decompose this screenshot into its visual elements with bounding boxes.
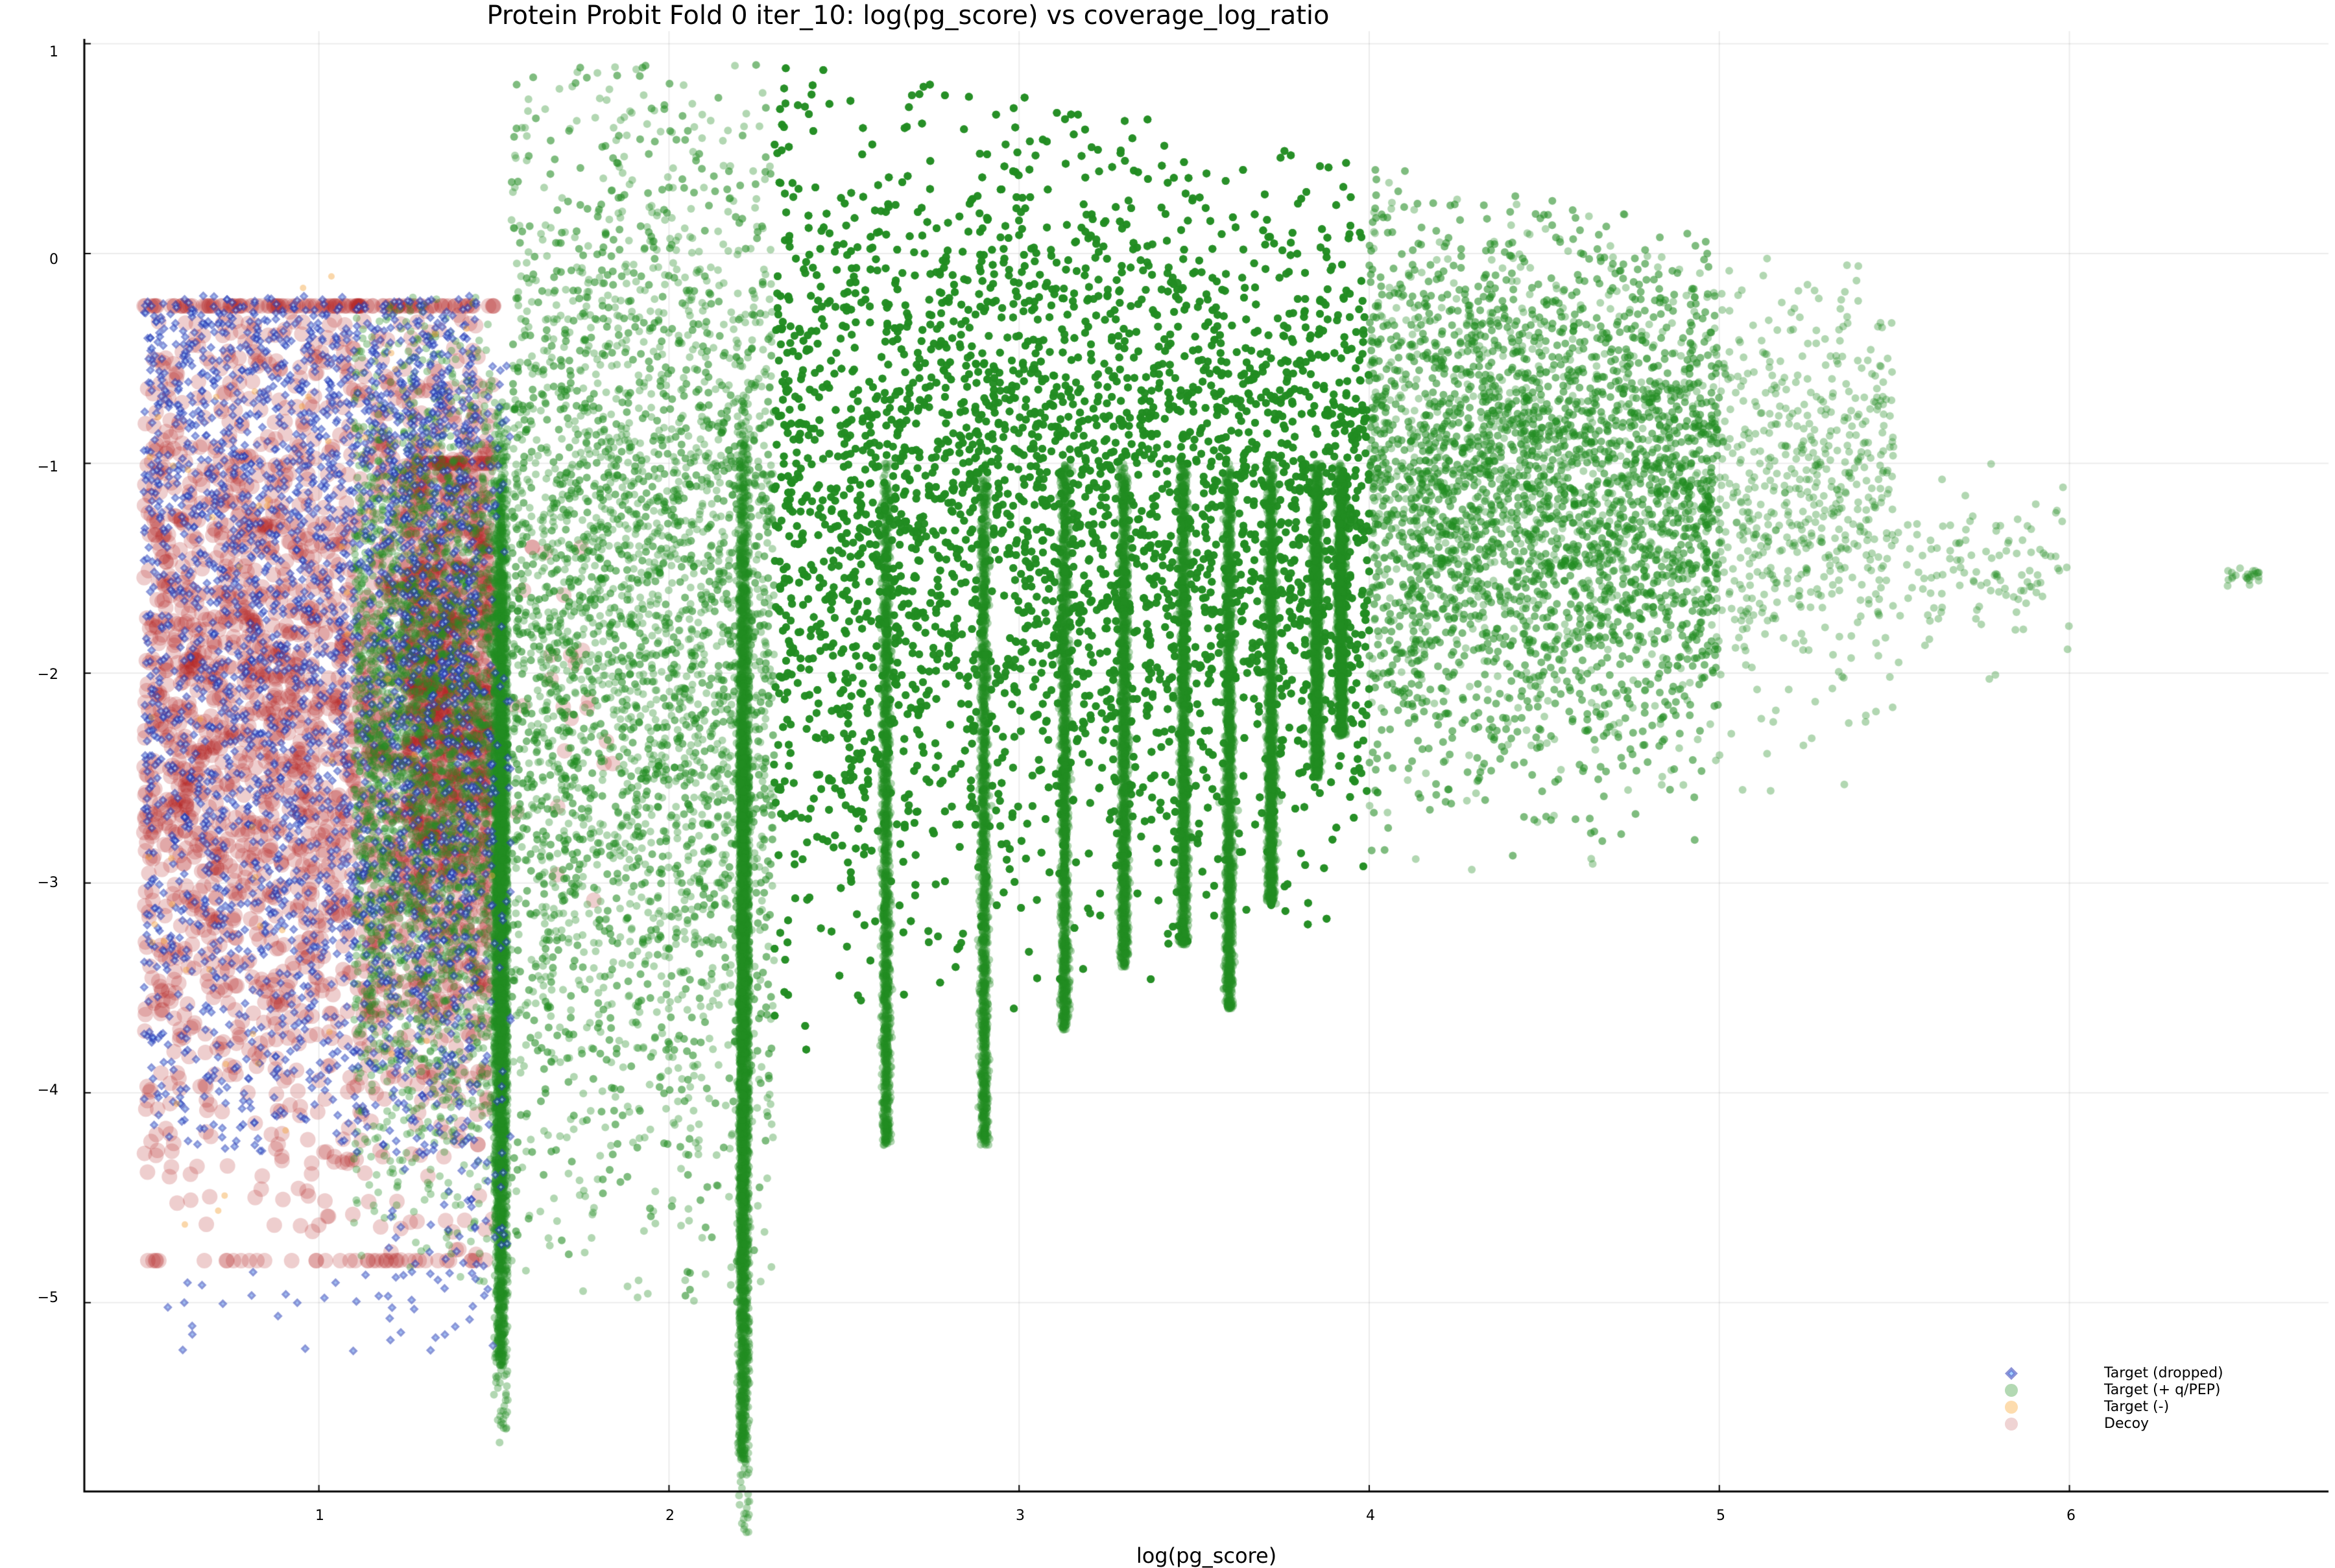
circle-icon: [2005, 1384, 2018, 1397]
x-tick-label: 3: [1016, 1508, 1025, 1524]
legend-item-target-negative: Target (-): [1985, 1399, 2322, 1416]
legend-label: Decoy: [2104, 1416, 2149, 1432]
y-tick-label: −2: [37, 667, 58, 683]
legend-item-target-qpep: Target (+ q/PEP): [1985, 1382, 2322, 1399]
x-tick-label: 2: [665, 1508, 675, 1524]
circle-icon: [2005, 1418, 2018, 1431]
x-tick-label: 6: [2066, 1508, 2076, 1524]
legend-item-target-dropped: Target (dropped): [1985, 1365, 2322, 1382]
chart-title: Protein Probit Fold 0 iter_10: log(pg_sc…: [486, 1, 1330, 30]
x-tick-label: 4: [1366, 1508, 1375, 1524]
legend-label: Target (dropped): [2104, 1365, 2223, 1381]
x-tick-label: 1: [315, 1508, 324, 1524]
y-tick-label: −4: [37, 1082, 58, 1099]
x-tick-label: 5: [1716, 1508, 1725, 1524]
y-tick-label: −1: [37, 459, 58, 475]
circle-icon: [2005, 1401, 2018, 1414]
legend-label: Target (-): [2104, 1399, 2170, 1415]
x-axis-label: log(pg_score): [1136, 1543, 1277, 1568]
diamond-icon: [2005, 1367, 2018, 1380]
y-tick-label: −5: [37, 1290, 58, 1306]
y-tick-label: −3: [37, 875, 58, 891]
y-tick-label: 0: [49, 252, 58, 268]
legend-label: Target (+ q/PEP): [2104, 1382, 2221, 1398]
legend: Target (dropped) Target (+ q/PEP) Target…: [1985, 1365, 2322, 1443]
legend-item-decoy: Decoy: [1985, 1416, 2322, 1432]
y-tick-label: 1: [49, 44, 58, 60]
